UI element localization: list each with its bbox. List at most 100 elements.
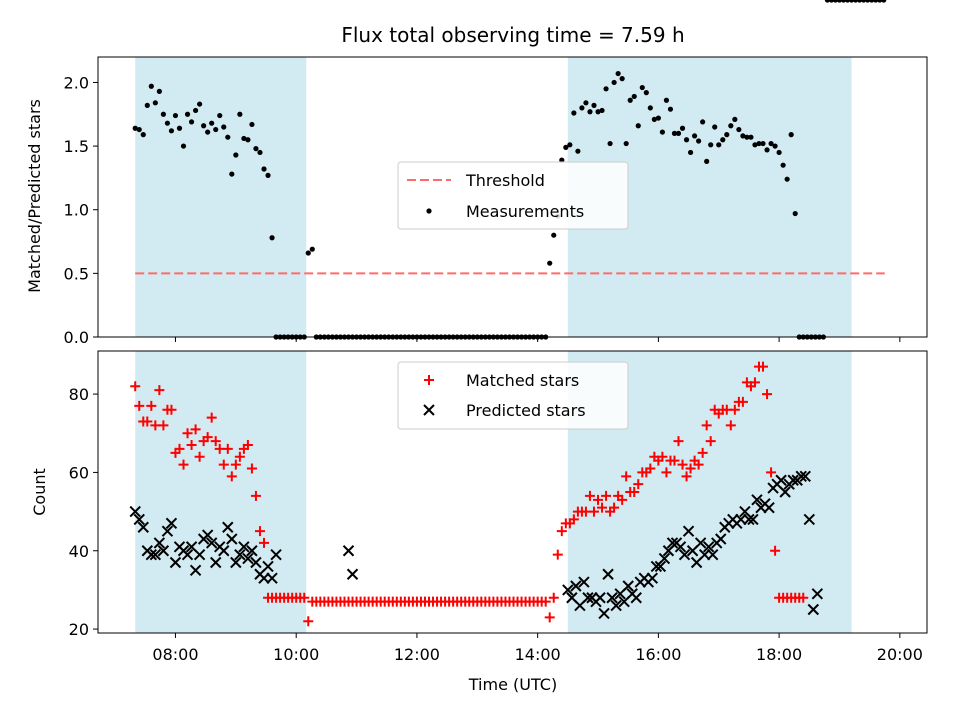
measurement-point: [269, 235, 275, 241]
matched-star-marker: [186, 440, 197, 450]
matched-star-marker: [174, 443, 185, 454]
matched-star-marker: [259, 537, 270, 548]
measurement-point: [221, 124, 227, 130]
measurement-point: [651, 116, 657, 122]
measurement-point: [575, 148, 581, 154]
legend-threshold-label: Threshold: [465, 171, 545, 190]
measurement-point: [201, 123, 207, 129]
predicted-star-marker: [751, 494, 763, 506]
measurement-point: [724, 132, 730, 138]
measurement-point: [852, 0, 859, 3]
top-legend-box: [397, 161, 629, 230]
measurement-point: [329, 334, 336, 340]
measurement-point: [394, 334, 400, 340]
measurement-point: [696, 138, 702, 144]
predicted-star-marker: [658, 552, 671, 565]
measurement-point: [683, 137, 690, 143]
predicted-star-marker: [246, 545, 258, 557]
measurement-point: [233, 152, 239, 158]
predicted-star-marker: [210, 556, 222, 569]
bottom-observing-window-0: [135, 351, 307, 633]
measurement-point: [792, 210, 798, 217]
measurement-point: [176, 125, 183, 131]
matched-star-marker: [609, 502, 620, 513]
predicted-star-marker: [606, 592, 618, 604]
measurement-point: [438, 334, 444, 340]
matched-star-marker: [766, 467, 777, 478]
matched-star-marker: [593, 494, 604, 505]
measurement-point: [402, 334, 408, 340]
measurement-point: [877, 0, 883, 3]
bottom-ylabel: Count: [30, 468, 49, 516]
measurement-point: [720, 137, 726, 143]
predicted-star-marker: [763, 501, 775, 514]
measurement-point: [160, 111, 166, 117]
bottom-y-tick-label: 20: [69, 620, 89, 639]
measurement-point: [760, 140, 766, 147]
measurement-point: [313, 334, 319, 340]
matched-star-marker: [705, 436, 716, 447]
measurement-point: [848, 0, 855, 3]
x-tick-label: 08:00: [152, 645, 198, 664]
measurement-point: [708, 142, 714, 148]
measurement-point: [559, 157, 565, 163]
matched-star-marker: [657, 451, 668, 462]
predicted-star-marker: [594, 592, 606, 604]
measurement-point: [752, 142, 758, 148]
matched-star-marker: [142, 416, 153, 427]
bottom-y-tick-label: 40: [69, 542, 89, 561]
matched-star-marker: [210, 436, 221, 447]
predicted-star-marker: [250, 556, 262, 569]
measurement-point: [482, 334, 488, 340]
measurement-point: [341, 334, 348, 340]
x-axis-label: Time (UTC): [468, 675, 557, 694]
measurement-point: [659, 129, 666, 135]
top-ylabel: Matched/Predicted stars: [25, 99, 44, 293]
measurement-point: [631, 93, 637, 100]
measurement-point: [281, 334, 287, 340]
predicted-star-marker: [270, 548, 282, 561]
predicted-star-marker: [234, 548, 246, 561]
measurement-point: [164, 120, 171, 126]
measurement-point: [643, 90, 649, 96]
measurement-point: [229, 171, 235, 177]
measurement-point: [687, 149, 694, 156]
matched-star-marker: [246, 463, 257, 474]
measurement-point: [768, 140, 774, 147]
measurement-point: [551, 232, 557, 238]
matched-star-marker: [597, 502, 608, 513]
x-tick-label: 20:00: [877, 645, 923, 664]
top-y-tick-label: 1.0: [64, 201, 89, 220]
matched-star-marker: [677, 459, 688, 470]
measurement-point: [881, 0, 887, 3]
measurement-point: [213, 126, 219, 133]
measurement-point: [144, 102, 150, 108]
measurement-point: [293, 334, 299, 340]
matched-star-marker: [552, 549, 563, 560]
matched-star-marker: [798, 592, 809, 603]
predicted-star-marker: [230, 556, 242, 569]
matched-star-marker: [588, 506, 599, 517]
measurement-point: [579, 105, 585, 111]
matched-star-marker: [303, 616, 314, 627]
measurement-point: [832, 0, 839, 3]
matched-star-marker: [230, 459, 241, 470]
measurement-point: [756, 140, 762, 147]
predicted-star-marker: [165, 517, 178, 530]
measurement-point: [732, 116, 738, 122]
measurement-point: [647, 105, 653, 111]
measurement-point: [788, 132, 794, 138]
predicted-star-marker: [266, 572, 278, 584]
measurement-point: [148, 83, 154, 89]
top-y-tick-label: 0.5: [64, 264, 89, 283]
x-tick-label: 12:00: [394, 645, 440, 664]
predicted-star-marker: [218, 545, 230, 557]
measurement-point: [301, 334, 307, 340]
predicted-star-marker: [242, 552, 254, 565]
measurement-point: [462, 334, 468, 340]
bottom-legend: Matched stars Predicted stars: [397, 361, 629, 430]
predicted-star-marker: [779, 486, 791, 498]
measurement-point: [265, 172, 271, 178]
measurement-point: [168, 128, 175, 134]
